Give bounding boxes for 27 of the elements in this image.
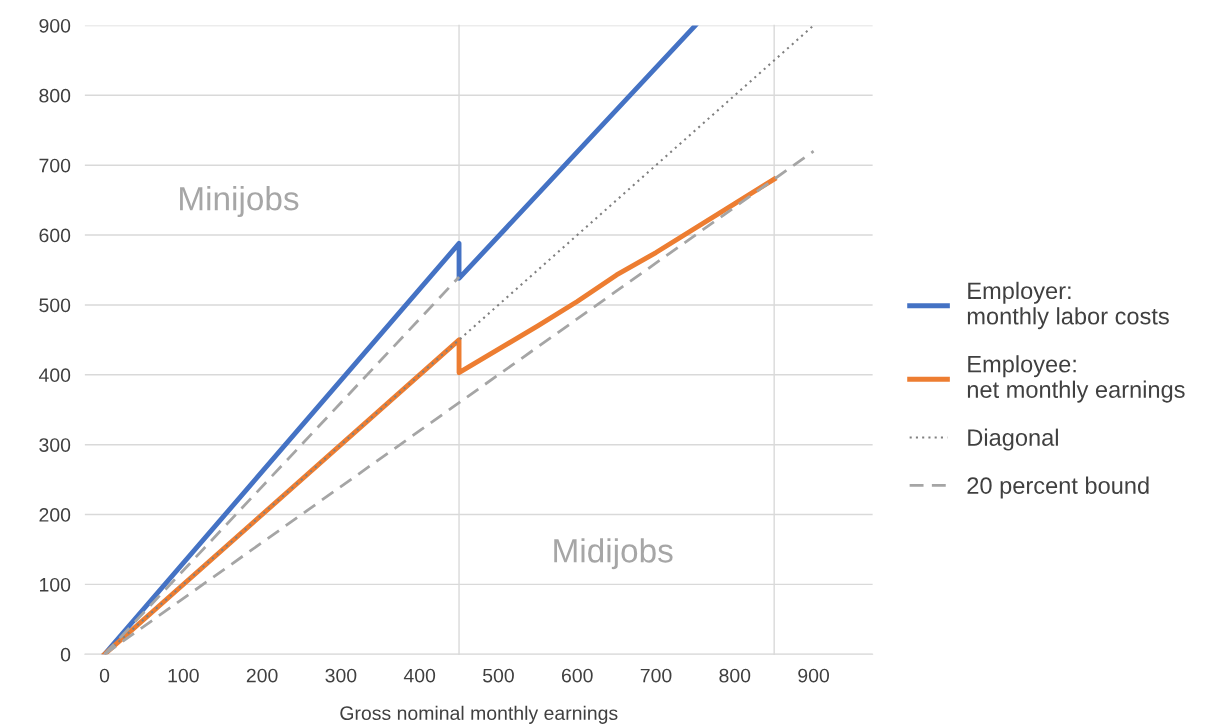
- x-tick-label: 300: [325, 668, 357, 683]
- y-tick-label: 0: [60, 647, 71, 662]
- x-tick-label: 0: [99, 668, 110, 683]
- x-tick-label: 200: [246, 668, 278, 683]
- x-tick-label: 800: [719, 668, 751, 683]
- x-tick-label: 600: [561, 668, 593, 683]
- annotation: Midijobs: [554, 538, 673, 570]
- y-tick-label: 800: [39, 88, 71, 103]
- x-tick-label: 500: [482, 668, 514, 683]
- y-tick-label: 200: [39, 508, 71, 522]
- y-tick-label: 700: [39, 158, 71, 173]
- y-tick-label: 100: [39, 577, 71, 592]
- legend-label: Employer: monthly labor costs: [967, 281, 1169, 330]
- y-tick-label: 400: [38, 368, 71, 383]
- y-tick-label: 600: [39, 228, 71, 243]
- x-tick-label: 900: [798, 668, 830, 683]
- y-tick-label: 500: [39, 298, 71, 313]
- x-tick-label: 700: [640, 668, 672, 683]
- x-tick-label: 400: [403, 668, 436, 683]
- y-tick-label: 900: [39, 18, 71, 33]
- legend-label: Diagonal: [968, 428, 1058, 451]
- legend-label: Employee: net monthly earnings: [967, 355, 1185, 403]
- x-tick-label: 100: [168, 668, 199, 683]
- y-tick-label: 300: [39, 438, 71, 452]
- legend-label: 20 percent bound: [967, 476, 1149, 499]
- annotation: Minijobs: [180, 185, 299, 218]
- x-axis-title: Gross nominal monthly earnings: [340, 705, 618, 724]
